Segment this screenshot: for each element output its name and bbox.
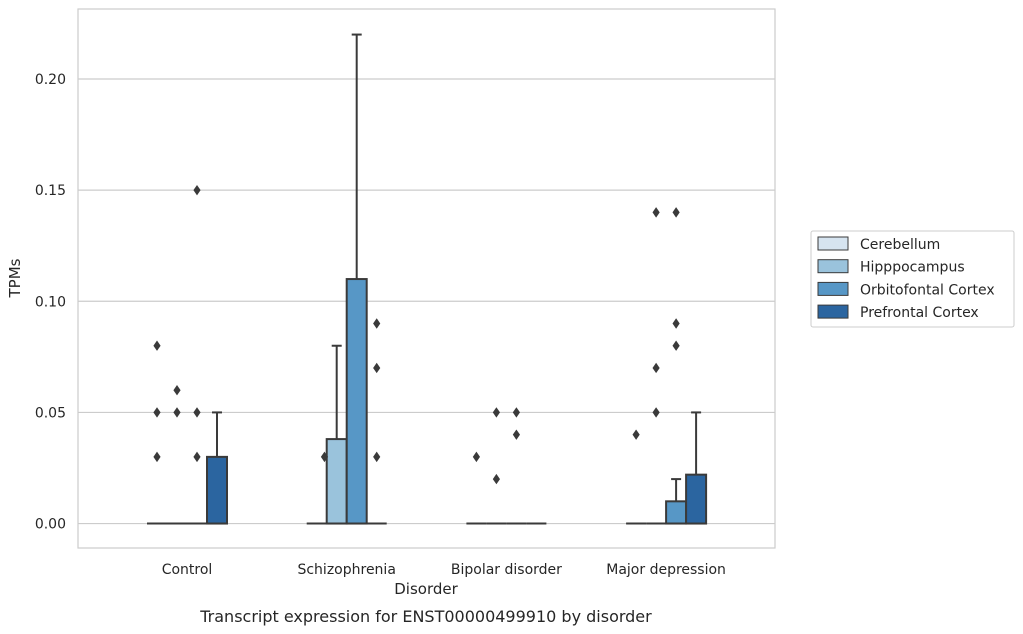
y-axis-label: TPMs: [6, 258, 24, 298]
plot-area-frame: [77, 8, 776, 549]
outlier-point: [652, 362, 660, 374]
box-group: [626, 429, 647, 525]
box-group: [187, 184, 207, 525]
x-tick-label: Schizophrenia: [297, 562, 395, 578]
box: [206, 455, 228, 525]
box: [665, 500, 688, 525]
x-tick-label: Major depression: [606, 562, 726, 578]
box: [685, 473, 708, 525]
box-group: [506, 407, 527, 525]
outlier-point: [512, 407, 520, 418]
gridlines: [78, 78, 775, 525]
outlier-point: [173, 407, 181, 418]
outlier-point: [632, 429, 640, 440]
y-tick-label: 0.10: [35, 294, 66, 310]
box-group: [147, 340, 167, 525]
outlier-point: [320, 451, 329, 463]
y-tick-label: 0.05: [35, 405, 66, 421]
box-group: [665, 207, 688, 525]
outlier-point: [373, 362, 381, 374]
y-tick-label: 0.20: [35, 72, 66, 88]
outlier-point: [492, 407, 500, 418]
outlier-point: [193, 451, 201, 463]
box-group: [366, 318, 387, 525]
box-group: [206, 411, 228, 525]
legend-label: Cerebellum: [860, 237, 940, 253]
y-tick-label: 0.00: [35, 517, 66, 533]
box-group: [685, 411, 708, 525]
outlier-point: [373, 318, 381, 329]
legend-swatch: [817, 259, 849, 274]
y-tick-label: 0.15: [35, 183, 66, 199]
box-group: [646, 207, 667, 525]
box-group: [345, 33, 368, 525]
legend-label: Prefrontal Cortex: [860, 305, 979, 321]
outlier-point: [652, 207, 660, 218]
outlier-point: [153, 451, 161, 463]
outlier-point: [193, 407, 201, 418]
legend-swatch: [817, 236, 849, 251]
legend-label: Orbitofontal Cortex: [860, 282, 995, 298]
box-group: [167, 384, 187, 525]
box: [325, 438, 348, 525]
legend-label: Hipppocampus: [860, 260, 965, 276]
outlier-point: [652, 407, 660, 418]
y-axis-ticks: 0.00 0.05 0.10 0.15 0.20: [35, 72, 66, 533]
outlier-point: [173, 384, 181, 396]
outlier-point: [492, 473, 500, 485]
box-group: [486, 407, 507, 525]
outlier-point: [193, 184, 201, 196]
outlier-point: [512, 429, 520, 440]
legend-swatch: [817, 281, 849, 296]
legend-swatch: [817, 304, 849, 319]
outlier-point: [153, 340, 161, 351]
outlier-point: [672, 318, 680, 329]
x-axis-ticks: Control Schizophrenia Bipolar disorder Majo…: [162, 562, 726, 578]
x-axis-label: Disorder: [394, 580, 458, 598]
outlier-point: [672, 207, 680, 218]
outlier-point: [373, 451, 381, 463]
legend-frame: [810, 230, 1015, 328]
x-tick-label: Bipolar disorder: [451, 562, 562, 578]
chart-marks: [147, 33, 708, 525]
box-group: [325, 344, 348, 525]
box: [345, 278, 368, 525]
box-group: [466, 451, 487, 525]
legend: Cerebellum Hipppocampus Orbitofontal Corte…: [810, 230, 1015, 328]
outlier-point: [472, 451, 480, 463]
x-tick-label: Control: [162, 562, 213, 578]
outlier-point: [153, 407, 161, 418]
outlier-point: [672, 340, 680, 351]
chart-caption: Transcript expression for ENST0000049991…: [199, 607, 652, 626]
